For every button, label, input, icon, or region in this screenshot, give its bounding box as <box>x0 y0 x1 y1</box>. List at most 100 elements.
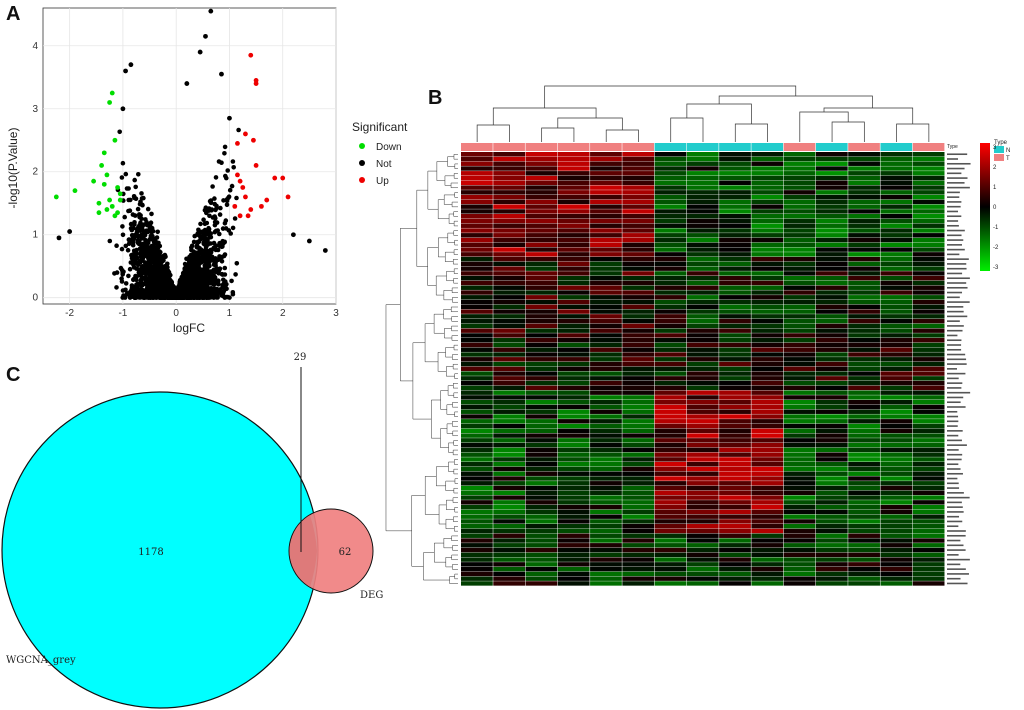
heatmap-cell <box>557 385 590 391</box>
heatmap-cell <box>686 433 719 438</box>
heatmap-cell <box>525 490 558 496</box>
heatmap-cell <box>719 271 751 276</box>
heatmap-cell <box>751 571 784 577</box>
heatmap-cell <box>880 180 913 186</box>
heatmap-cell <box>686 256 719 262</box>
heatmap-cell <box>912 342 945 348</box>
dendro-branch <box>686 103 752 124</box>
heatmap-cell <box>880 466 913 472</box>
heatmap-cell <box>686 161 719 166</box>
heatmap-cell <box>461 514 493 519</box>
gene-label <box>947 310 964 313</box>
heatmap-cell <box>912 233 945 238</box>
heatmap-cell <box>686 547 719 553</box>
heatmap-cell <box>686 261 719 267</box>
volcano-point-not-sig <box>135 233 141 239</box>
heatmap-cell <box>880 457 913 462</box>
heatmap-cell <box>654 509 687 515</box>
heatmap-cell <box>493 171 526 176</box>
heatmap-cell <box>493 318 526 324</box>
heatmap-cell <box>590 338 622 343</box>
gene-label <box>947 515 960 518</box>
heatmap-cell <box>686 409 719 414</box>
gene-label <box>947 406 966 408</box>
heatmap-cell <box>751 533 784 538</box>
volcano-point-not-sig <box>140 291 146 297</box>
volcano-point-not-sig <box>151 238 157 244</box>
heatmap-cell <box>654 504 687 510</box>
heatmap-cell <box>848 562 880 567</box>
heatmap-cell <box>461 237 493 243</box>
heatmap-cell <box>525 571 558 577</box>
sample-type-bar <box>461 143 945 151</box>
heatmap-cell <box>622 414 655 419</box>
heatmap-cell <box>461 485 493 491</box>
dendro-branch <box>492 107 597 125</box>
volcano-point-not-sig <box>142 270 148 275</box>
heatmap-cell <box>815 347 848 352</box>
heatmap-cell <box>654 295 687 300</box>
heatmap-cell <box>622 233 655 238</box>
heatmap-cell <box>751 452 784 457</box>
sample-type-cell <box>590 143 622 151</box>
heatmap-cell <box>461 233 493 238</box>
heatmap-cell <box>590 447 622 453</box>
heatmap-cell <box>525 519 558 524</box>
heatmap-cell <box>493 218 526 224</box>
heatmap-cell <box>461 194 493 200</box>
heatmap-cell <box>751 528 784 534</box>
heatmap-cell <box>686 237 719 243</box>
heatmap-cell <box>848 476 880 481</box>
volcano-point-up <box>243 194 248 200</box>
color-scale-tick: 1 <box>993 185 997 191</box>
heatmap-cell <box>880 581 913 586</box>
heatmap-cell <box>525 266 558 271</box>
volcano-point-not-sig <box>211 262 217 267</box>
heatmap-cell <box>525 161 558 166</box>
heatmap-cell <box>783 433 816 438</box>
heatmap-cell <box>848 280 880 286</box>
heatmap-cell <box>912 190 945 195</box>
heatmap-cell <box>912 414 945 419</box>
heatmap-cell <box>493 485 526 491</box>
heatmap-cell <box>751 576 784 581</box>
heatmap-cell <box>783 500 816 505</box>
heatmap-cell <box>686 562 719 567</box>
volcano-point-not-sig <box>150 254 156 260</box>
heatmap-cell <box>686 533 719 538</box>
heatmap-cell <box>622 342 655 348</box>
heatmap-cell <box>525 295 558 300</box>
heatmap-cell <box>654 199 687 205</box>
heatmap-cell <box>493 280 526 286</box>
heatmap-cell <box>783 385 816 391</box>
gene-label <box>947 463 959 466</box>
heatmap-cell <box>912 338 945 343</box>
heatmap-cell <box>815 400 848 405</box>
heatmap-cell <box>557 247 590 252</box>
volcano-point-not-sig <box>138 273 143 278</box>
volcano-point-not-sig <box>120 270 125 276</box>
dendro-branch <box>454 411 458 417</box>
heatmap-cell <box>525 247 558 252</box>
heatmap-cell <box>622 409 655 414</box>
heatmap-cell <box>751 552 784 558</box>
gene-label <box>947 348 962 351</box>
heatmap-cell <box>719 185 751 190</box>
volcano-point-not-sig <box>127 266 133 272</box>
heatmap-cell <box>525 414 558 419</box>
volcano-point-not-sig <box>216 159 222 164</box>
sample-type-cell <box>622 143 654 151</box>
heatmap-cell <box>622 423 655 429</box>
volcano-point-not-sig <box>159 286 165 292</box>
volcano-point-not-sig <box>203 238 209 244</box>
gene-label <box>947 430 963 432</box>
heatmap-cell <box>783 290 816 295</box>
heatmap-cell <box>912 347 945 352</box>
heatmap-cell <box>622 376 655 381</box>
heatmap-cell <box>815 528 848 534</box>
heatmap-cell <box>557 152 590 157</box>
gene-label <box>947 191 960 194</box>
heatmap-cell <box>751 557 784 562</box>
heatmap-cell <box>912 180 945 186</box>
gene-label <box>947 558 970 561</box>
